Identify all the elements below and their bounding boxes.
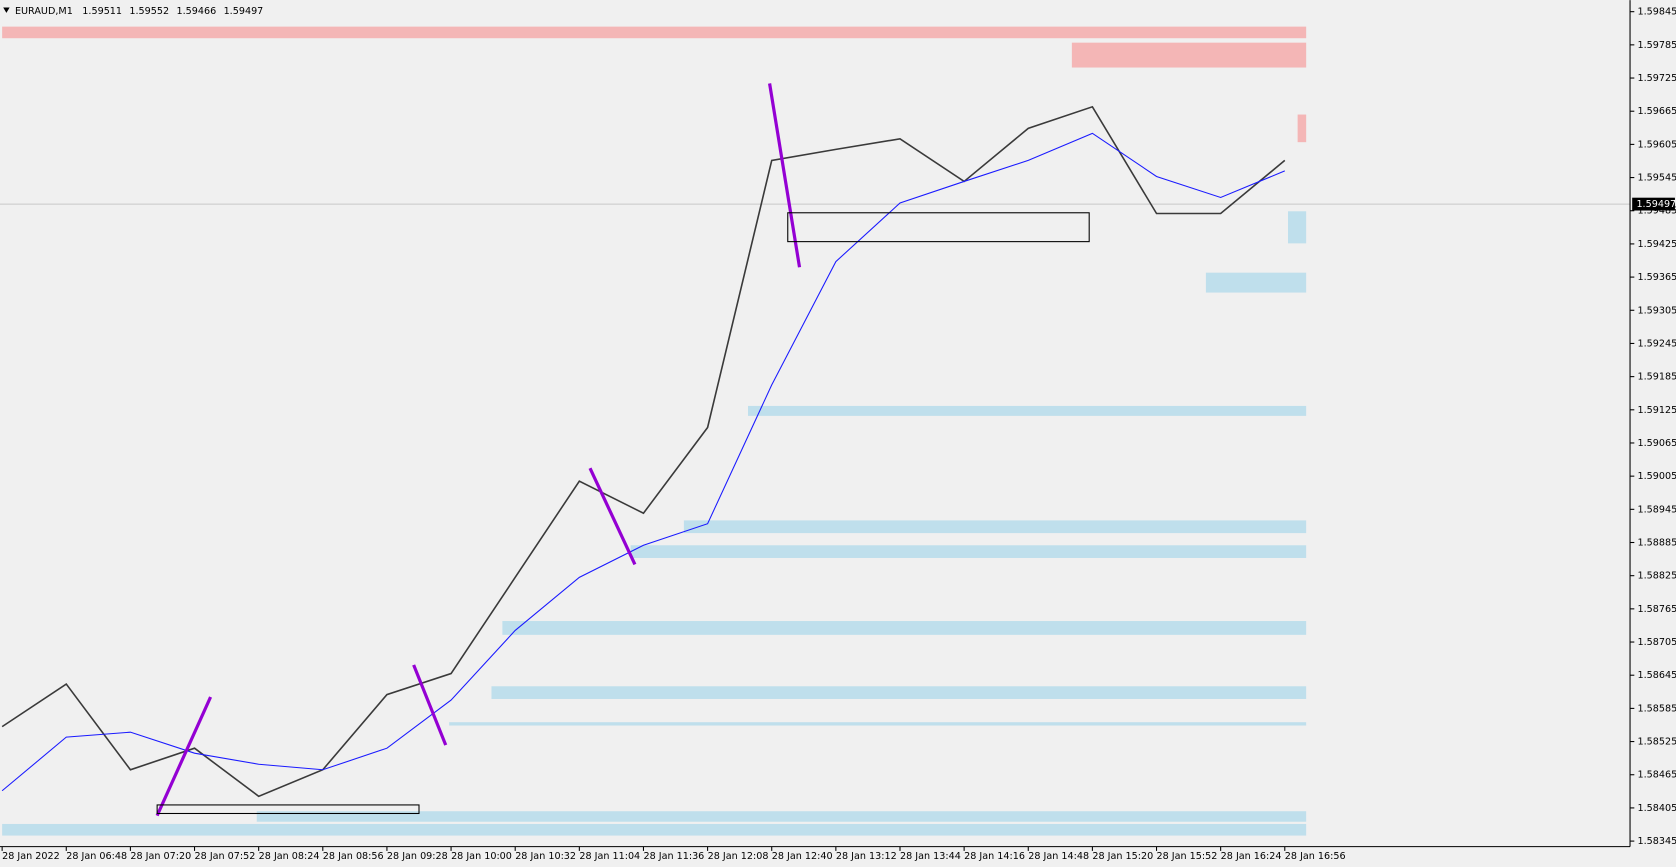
x-tick-label: 28 Jan 10:32: [515, 851, 576, 862]
trend-line: [588, 467, 637, 566]
y-tick-label: 1.59245: [1638, 338, 1676, 349]
y-tick-label: 1.58405: [1638, 803, 1676, 814]
y-tick-label: 1.59845: [1638, 7, 1676, 18]
y-tick-label: 1.58345: [1638, 836, 1676, 847]
boxes: [156, 212, 1090, 815]
zone: [630, 545, 1307, 558]
x-tick-label: 28 Jan 13:44: [900, 851, 961, 862]
y-tick-label: 1.59605: [1638, 139, 1676, 150]
x-tick-label: 28 Jan 14:16: [964, 851, 1025, 862]
zone: [449, 722, 1307, 726]
y-tick-label: 1.58705: [1638, 637, 1676, 648]
drawings: [155, 83, 802, 817]
x-tick-label: 28 Jan 12:08: [708, 851, 769, 862]
y-tick-label: 1.59665: [1638, 106, 1676, 117]
x-tick-label: 28 Jan 11:36: [643, 851, 704, 862]
y-tick-label: 1.59065: [1638, 438, 1676, 449]
zone: [748, 405, 1307, 416]
y-tick-label: 1.58585: [1638, 703, 1676, 714]
zone: [2, 823, 1307, 836]
x-tick-label: 28 Jan 12:40: [772, 851, 833, 862]
trend-line: [155, 696, 213, 817]
zone: [1297, 114, 1307, 143]
zone: [1287, 211, 1307, 244]
series-line: [1, 132, 1285, 792]
y-tick-label: 1.58945: [1638, 504, 1676, 515]
trend-line: [768, 83, 802, 268]
y-tick-label: 1.58645: [1638, 670, 1676, 681]
price-tag-label: 1.59497: [1636, 199, 1676, 210]
trend-line: [412, 664, 448, 746]
zone: [256, 811, 1307, 822]
close: 1.59497: [224, 6, 264, 17]
x-tick-label: 28 Jan 08:24: [259, 851, 320, 862]
symbol: EURAUD,M1: [15, 6, 73, 17]
box: [156, 804, 420, 815]
y-tick-label: 1.59725: [1638, 73, 1676, 84]
y-tick-label: 1.59125: [1638, 405, 1676, 416]
y-tick-label: 1.58765: [1638, 604, 1676, 615]
x-tick-label: 28 Jan 2022: [2, 851, 60, 862]
x-tick-label: 28 Jan 07:20: [130, 851, 191, 862]
y-tick-label: 1.58885: [1638, 538, 1676, 549]
y-tick-label: 1.58825: [1638, 571, 1676, 582]
y-tick-label: 1.58525: [1638, 737, 1676, 748]
y-tick-label: 1.58465: [1638, 770, 1676, 781]
low: 1.59466: [176, 6, 216, 17]
zone: [491, 686, 1307, 699]
menu-arrow[interactable]: [3, 7, 10, 13]
y-tick-label: 1.59305: [1638, 305, 1676, 316]
x-tick-label: 28 Jan 10:00: [451, 851, 512, 862]
box: [787, 212, 1090, 243]
x-tick-label: 28 Jan 09:28: [387, 851, 448, 862]
y-tick-label: 1.59005: [1638, 471, 1676, 482]
x-tick-label: 28 Jan 08:56: [323, 851, 384, 862]
series-line: [1, 105, 1286, 798]
x-tick-label: 28 Jan 14:48: [1028, 851, 1089, 862]
x-tick-label: 28 Jan 15:52: [1157, 851, 1218, 862]
y-tick-label: 1.59365: [1638, 272, 1676, 283]
zone: [502, 621, 1307, 635]
zone: [683, 520, 1307, 534]
plot: [0, 105, 1631, 798]
y-tick-label: 1.59485: [1638, 206, 1676, 217]
zone: [1071, 42, 1307, 68]
zone: [1205, 272, 1307, 293]
x-tick-label: 28 Jan 16:56: [1285, 851, 1346, 862]
open: 1.59511: [82, 6, 122, 17]
x-tick-label: 28 Jan 15:20: [1092, 851, 1153, 862]
y-tick-label: 1.59425: [1638, 239, 1676, 250]
x-tick-label: 28 Jan 11:04: [579, 851, 640, 862]
y-tick-label: 1.59785: [1638, 40, 1676, 51]
x-tick-label: 28 Jan 16:24: [1221, 851, 1282, 862]
zone: [2, 26, 1307, 39]
x-tick-label: 28 Jan 07:52: [195, 851, 256, 862]
x-tick-label: 28 Jan 06:48: [66, 851, 127, 862]
y-tick-label: 1.59185: [1638, 372, 1676, 383]
header: EURAUD,M1 1.59511 1.59552 1.59466 1.5949…: [15, 6, 263, 17]
zones: [2, 26, 1307, 836]
price-tag: [1632, 197, 1675, 211]
axes: 1.59845 1.59785 1.59725 1.59665 1.59605 1.595…: [1, 7, 1676, 862]
high: 1.59552: [129, 6, 169, 17]
y-tick-label: 1.59545: [1638, 173, 1676, 184]
x-tick-label: 28 Jan 13:12: [836, 851, 897, 862]
